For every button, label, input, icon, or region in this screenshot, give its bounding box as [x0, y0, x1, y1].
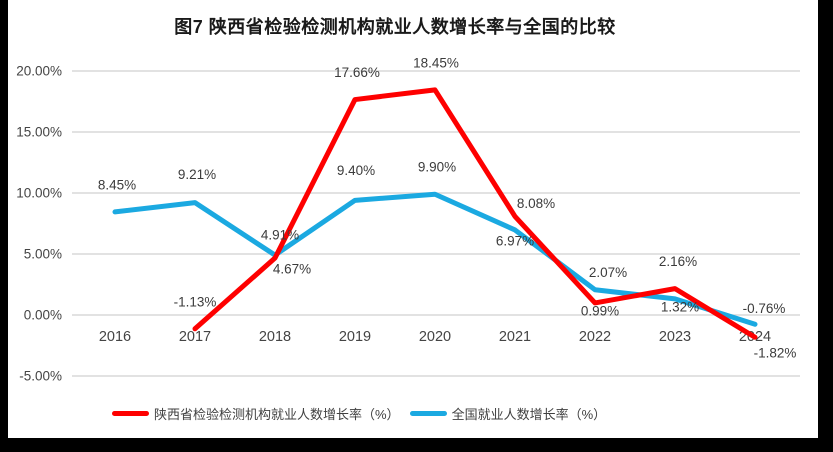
legend-label-shaanxi: 陕西省检验检测机构就业人数增长率（%） — [154, 406, 400, 422]
data-label: -1.13% — [174, 294, 217, 309]
x-tick-label: 2019 — [339, 329, 371, 345]
data-label: 8.45% — [98, 177, 136, 192]
legend-item-shaanxi: 陕西省检验检测机构就业人数增长率（%） — [112, 404, 400, 423]
y-tick-label: -5.00% — [19, 369, 62, 384]
x-tick-label: 2022 — [579, 329, 611, 345]
x-tick-label: 2016 — [99, 329, 131, 345]
data-label: 17.66% — [334, 65, 380, 80]
data-label: 6.97% — [496, 233, 534, 248]
y-tick-label: 15.00% — [16, 125, 62, 140]
data-label: 4.91% — [261, 228, 299, 243]
y-tick-label: 10.00% — [16, 186, 62, 201]
x-tick-label: 2020 — [419, 329, 451, 345]
data-label: -1.82% — [754, 346, 797, 361]
data-label: 8.08% — [517, 196, 555, 211]
data-label: 9.40% — [337, 163, 375, 178]
x-tick-label: 2017 — [179, 329, 211, 345]
data-label: 2.16% — [659, 254, 697, 269]
chart-legend: 陕西省检验检测机构就业人数增长率（%） 全国就业人数增长率（%） — [112, 402, 616, 424]
data-label: 4.67% — [273, 262, 311, 277]
legend-blue-line-swatch — [409, 410, 447, 416]
chart-title: 图7 陕西省检验检测机构就业人数增长率与全国的比较 — [174, 17, 616, 37]
x-tick-label: 2021 — [499, 329, 531, 345]
data-label: -0.76% — [743, 301, 786, 316]
series-line-shaanxi — [192, 87, 758, 340]
x-tick-label: 2023 — [659, 329, 691, 345]
frame-border-left — [0, 0, 8, 452]
frame-border-bottom — [0, 438, 833, 452]
y-tick-label: 0.00% — [24, 308, 62, 323]
y-tick-label: 20.00% — [16, 64, 62, 79]
data-label: 0.99% — [581, 303, 619, 318]
y-tick-label: 5.00% — [24, 247, 62, 262]
legend-label-national: 全国就业人数增长率（%） — [451, 406, 607, 422]
data-label: 9.90% — [418, 160, 456, 175]
frame-border-right — [818, 0, 833, 452]
legend-red-line-swatch — [112, 410, 149, 416]
data-label: 1.32% — [661, 299, 699, 314]
legend-item-national: 全国就业人数增长率（%） — [409, 404, 607, 423]
data-label: 9.21% — [178, 167, 216, 182]
data-label: 18.45% — [413, 55, 459, 70]
data-label: 2.07% — [589, 265, 627, 280]
x-tick-label: 2018 — [259, 329, 291, 345]
